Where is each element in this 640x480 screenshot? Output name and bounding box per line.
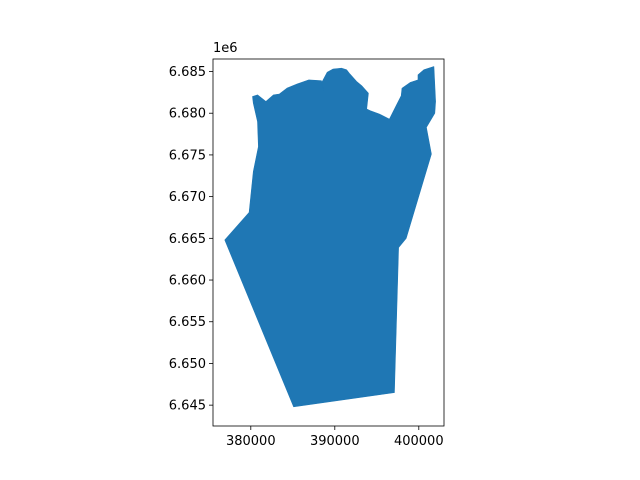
y-tick-label: 6.680 — [169, 107, 206, 122]
y-tick-label: 6.665 — [169, 232, 206, 247]
map-axes: 380000 390000 400000 6.6456.6506.6556.6606… — [169, 41, 445, 449]
y-tick-label: 6.675 — [169, 148, 206, 163]
y-tick-label: 6.660 — [169, 274, 206, 289]
y-tick-label: 6.645 — [169, 399, 206, 414]
y-axis-offset-label: 1e6 — [213, 41, 238, 56]
y-tick-label: 6.685 — [169, 65, 206, 80]
y-axis-ticks: 6.645 6.650 6.655 6.660 6.665 6.670 6.675 6.680… — [169, 65, 213, 414]
region-polygon — [224, 66, 436, 408]
plot-area — [224, 66, 436, 408]
x-axis-ticks: 380000 390000 400000 — [226, 426, 444, 449]
y-tick-label: 6.670 — [169, 190, 206, 205]
x-tick-label: 400000 — [394, 434, 444, 449]
x-tick-label: 380000 — [226, 434, 276, 449]
axes-frame — [212, 58, 445, 427]
y-tick-label: 6.655 — [169, 315, 206, 330]
y-tick-label: 6.650 — [169, 357, 206, 372]
x-tick-label: 390000 — [310, 434, 360, 449]
